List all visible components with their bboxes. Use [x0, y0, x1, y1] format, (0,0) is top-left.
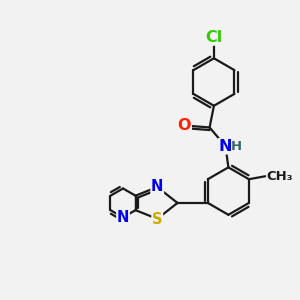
Text: O: O	[178, 118, 191, 134]
Text: N: N	[151, 179, 164, 194]
Text: N: N	[117, 210, 129, 225]
Text: N: N	[219, 139, 232, 154]
Text: CH₃: CH₃	[266, 170, 293, 183]
Text: H: H	[231, 140, 242, 153]
Text: S: S	[152, 212, 163, 227]
Text: Cl: Cl	[205, 30, 223, 45]
